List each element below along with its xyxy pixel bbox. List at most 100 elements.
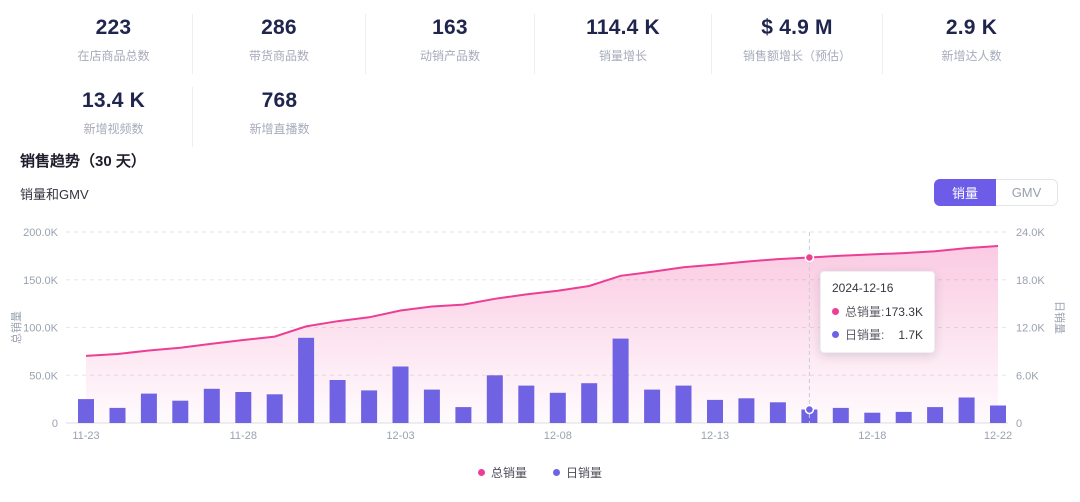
bar-11-27[interactable] (203, 388, 220, 423)
right-axis-tick: 18.0K (1016, 275, 1045, 287)
x-axis-tick: 12-18 (858, 430, 886, 442)
bar-11-24[interactable] (109, 407, 126, 423)
stat-label: 带货商品数 (248, 49, 309, 63)
stats-row-1: 223 在店商品总数 286 带货商品数 163 动销产品数 114.4 K 销… (35, 14, 1080, 74)
bar-12-14[interactable] (738, 398, 755, 423)
bar-12-07[interactable] (518, 385, 535, 423)
bar-11-30[interactable] (298, 337, 315, 423)
metric-toggle: 销量 GMV (934, 179, 1058, 206)
bar-12-18[interactable] (864, 412, 881, 423)
stat-card: $ 4.9 M 销售额增长（预估） (712, 14, 883, 74)
toggle-gmv-button[interactable]: GMV (996, 179, 1058, 206)
chart-legend: 总销量 日销量 (0, 464, 1080, 481)
tooltip-series-dot-icon (832, 308, 839, 315)
legend-item[interactable]: 总销量 (477, 464, 527, 481)
bar-12-03[interactable] (392, 366, 409, 424)
tooltip-row: 日销量: 1.7K (832, 326, 923, 343)
stat-card: 114.4 K 销量增长 (535, 14, 712, 74)
bar-12-11[interactable] (644, 389, 661, 423)
bar-12-22[interactable] (990, 405, 1006, 424)
bar-12-21[interactable] (958, 397, 975, 424)
bar-hover-marker[interactable] (804, 404, 815, 415)
line-hover-marker[interactable] (804, 252, 815, 263)
bar-12-09[interactable] (581, 383, 598, 423)
section-title: 销售趋势（30 天） (20, 153, 146, 170)
stat-label: 新增视频数 (83, 122, 144, 136)
bar-11-23[interactable] (78, 399, 94, 423)
bar-11-28[interactable] (235, 392, 252, 423)
tooltip-series-label: 日销量: (845, 328, 885, 342)
bar-12-10[interactable] (612, 338, 629, 423)
bar-12-17[interactable] (832, 407, 849, 423)
stat-card: 223 在店商品总数 (35, 14, 193, 74)
stat-value: 223 (95, 16, 132, 39)
left-axis-title: 总销量 (9, 311, 23, 344)
tooltip-series-value: 1.7K (898, 327, 923, 342)
x-axis-tick: 12-22 (984, 430, 1012, 442)
right-axis-tick: 0 (1016, 418, 1022, 430)
stat-card: 768 新增直播数 (193, 87, 366, 147)
stat-label: 新增直播数 (249, 122, 310, 136)
stats-row-2: 13.4 K 新增视频数 768 新增直播数 (35, 87, 1080, 147)
bar-12-12[interactable] (675, 385, 692, 423)
left-axis-tick: 200.0K (23, 227, 59, 239)
right-axis-tick: 24.0K (1016, 227, 1045, 239)
stat-value: 114.4 K (586, 16, 660, 39)
right-axis-tick: 12.0K (1016, 323, 1045, 335)
left-axis-tick: 0 (52, 418, 58, 430)
legend-label: 总销量 (490, 466, 527, 480)
chart-subtitle: 销量和GMV (20, 187, 89, 202)
tooltip-series-dot-icon (832, 331, 839, 338)
bar-12-15[interactable] (769, 402, 786, 423)
stat-value: 163 (432, 16, 468, 39)
bar-12-02[interactable] (361, 390, 378, 423)
stat-value: 768 (261, 89, 298, 112)
tooltip-series-value: 173.3K (884, 304, 923, 319)
stat-value: 2.9 K (945, 16, 998, 39)
legend-item[interactable]: 日销量 (553, 464, 602, 481)
chart-tooltip: 2024-12-16 总销量: 173.3K 日销量: 1.7K (820, 271, 935, 353)
stat-label: 销售额增长（预估） (742, 49, 851, 63)
legend-dot-icon (553, 469, 560, 476)
x-axis-tick: 11-23 (72, 430, 99, 442)
bar-11-26[interactable] (172, 400, 189, 423)
bar-11-25[interactable] (140, 393, 157, 423)
tooltip-row: 总销量: 173.3K (832, 303, 923, 320)
stat-label: 销量增长 (598, 49, 647, 63)
x-axis-tick: 12-03 (386, 430, 414, 442)
bar-11-29[interactable] (266, 394, 283, 423)
stat-card: 13.4 K 新增视频数 (35, 87, 193, 147)
bar-12-01[interactable] (329, 380, 346, 423)
x-axis-tick: 12-08 (544, 430, 572, 442)
bar-12-05[interactable] (455, 407, 472, 423)
toggle-sales-button[interactable]: 销量 (934, 179, 996, 206)
stat-value: 286 (261, 16, 297, 39)
stat-label: 动销产品数 (419, 49, 480, 63)
trend-line (85, 245, 999, 357)
right-axis-title: 日销量 (1053, 301, 1067, 334)
x-axis-tick: 12-13 (701, 430, 729, 442)
left-axis-tick: 150.0K (23, 275, 59, 287)
stat-label: 在店商品总数 (77, 49, 150, 63)
stat-card: 2.9 K 新增达人数 (883, 14, 1060, 74)
legend-dot-icon (477, 469, 485, 476)
bar-12-19[interactable] (895, 411, 912, 423)
bar-12-13[interactable] (707, 399, 723, 423)
bar-12-06[interactable] (486, 375, 503, 424)
right-axis-tick: 6.0K (1016, 370, 1039, 382)
stat-card: 163 动销产品数 (366, 14, 535, 74)
bar-12-08[interactable] (549, 392, 566, 423)
tooltip-date: 2024-12-16 (832, 281, 894, 295)
left-axis-tick: 50.0K (29, 370, 58, 382)
bar-12-04[interactable] (423, 389, 440, 423)
stat-card: 286 带货商品数 (193, 14, 366, 74)
stat-value: 13.4 K (81, 89, 146, 112)
legend-label: 日销量 (566, 466, 603, 480)
tooltip-series-label: 总销量: (845, 305, 885, 319)
bar-12-20[interactable] (927, 407, 944, 423)
stat-label: 新增达人数 (941, 49, 1002, 63)
left-axis-tick: 100.0K (23, 323, 59, 335)
sales-trend-chart[interactable]: 0 50.0K 100.0K 150.0K 200.0K 0 6.0K 12.0K 18.0K 2… (0, 210, 1080, 462)
x-axis-tick: 11-28 (230, 430, 257, 442)
